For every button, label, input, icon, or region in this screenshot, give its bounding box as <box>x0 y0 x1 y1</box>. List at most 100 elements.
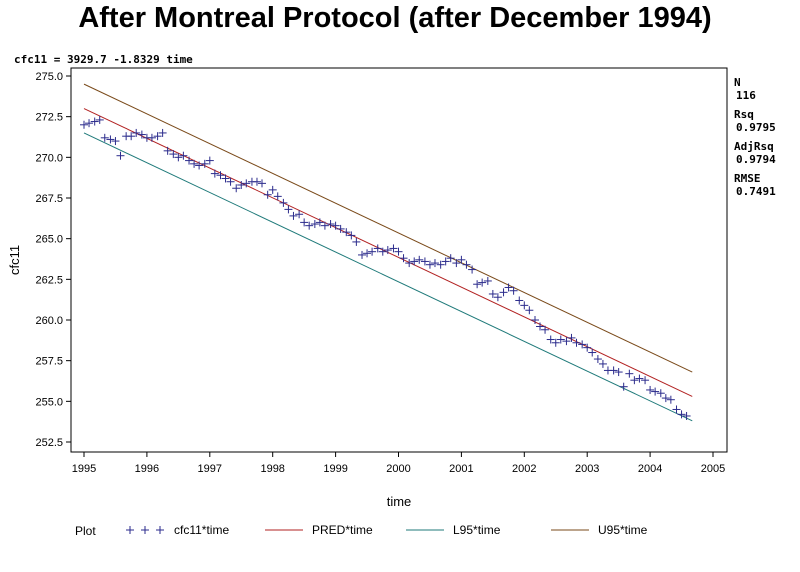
data-point <box>216 171 225 180</box>
x-tick-label: 2002 <box>512 463 536 475</box>
data-point <box>383 246 392 255</box>
data-point <box>127 132 136 141</box>
data-point <box>530 316 539 324</box>
legend-title: Plot <box>75 524 96 538</box>
y-tick-label: 265.0 <box>35 234 63 246</box>
data-point <box>80 120 88 129</box>
data-point <box>525 306 534 315</box>
data-points <box>80 115 691 420</box>
stat-rsq: Rsq 0.9795 <box>734 108 776 134</box>
data-point <box>273 192 282 201</box>
x-axis: 1995 1996 1997 1998 1999 2000 2001 2002 2003 2004… <box>72 452 725 475</box>
data-point <box>279 198 288 207</box>
data-point <box>237 180 246 189</box>
data-point <box>368 247 377 256</box>
plot-frame <box>70 67 728 453</box>
data-point <box>483 276 492 285</box>
data-point <box>635 374 644 383</box>
data-point <box>646 385 655 394</box>
data-point <box>551 338 560 347</box>
data-point <box>625 369 634 378</box>
data-point <box>373 244 382 253</box>
data-point <box>583 343 592 352</box>
y-axis-title: cfc11 <box>7 245 22 275</box>
y-tick-label: 267.5 <box>35 193 63 205</box>
data-point <box>546 335 555 344</box>
data-point <box>572 338 581 347</box>
data-point <box>609 366 618 375</box>
legend-item: PRED*time <box>265 523 373 537</box>
data-point <box>137 130 146 139</box>
data-point <box>677 410 686 419</box>
y-tick-label: 275.0 <box>35 71 63 83</box>
legend-label: cfc11*time <box>174 523 229 537</box>
data-point <box>153 132 162 141</box>
data-point <box>210 169 219 178</box>
data-point <box>242 179 251 188</box>
data-point <box>232 184 241 193</box>
data-point <box>331 221 340 230</box>
regression-equation: cfc11 = 3929.7 -1.8329 time <box>14 53 193 66</box>
data-point <box>578 340 587 349</box>
stat-value: 0.9794 <box>736 153 776 166</box>
x-tick-label: 1999 <box>323 463 347 475</box>
stat-n: N 116 <box>734 76 776 102</box>
data-point <box>147 133 156 142</box>
data-point <box>100 133 109 142</box>
data-point <box>425 260 434 269</box>
x-tick-label: 2000 <box>386 463 410 475</box>
l95-line <box>83 132 693 422</box>
data-point <box>473 280 482 289</box>
x-tick-label: 2001 <box>449 463 473 475</box>
data-point <box>352 237 361 246</box>
data-point <box>320 221 329 230</box>
stat-rmse: RMSE 0.7491 <box>734 172 776 198</box>
data-point <box>468 265 477 274</box>
y-tick-label: 270.0 <box>35 152 63 164</box>
data-point <box>179 151 188 160</box>
x-tick-label: 2003 <box>575 463 599 475</box>
legend-label: L95*time <box>453 523 501 537</box>
stat-label: RMSE <box>734 172 761 185</box>
y-tick-label: 272.5 <box>35 112 63 124</box>
x-tick-label: 1998 <box>260 463 284 475</box>
data-point <box>163 146 172 155</box>
data-point <box>132 128 141 137</box>
data-point <box>536 322 545 331</box>
chart-title: After Montreal Protocol (after December … <box>78 2 712 34</box>
data-point <box>405 259 414 268</box>
data-point <box>499 288 508 297</box>
data-point <box>363 249 372 258</box>
data-point <box>195 161 204 170</box>
data-point <box>258 179 267 188</box>
data-point <box>509 286 518 295</box>
data-point <box>614 368 623 377</box>
data-point <box>682 411 691 420</box>
data-point <box>389 244 398 253</box>
data-point <box>289 211 298 220</box>
stat-label: AdjRsq <box>734 140 774 153</box>
data-point <box>116 151 125 160</box>
x-tick-label: 1996 <box>135 463 159 475</box>
data-point <box>556 335 565 344</box>
data-point <box>399 254 408 263</box>
x-axis-title: time <box>387 494 412 509</box>
legend-label: U95*time <box>598 523 648 537</box>
data-point <box>515 296 524 305</box>
data-point <box>504 283 513 292</box>
u95-line <box>83 83 693 373</box>
data-point <box>221 174 230 183</box>
y-tick-label: 255.0 <box>35 396 63 408</box>
data-point <box>593 355 602 364</box>
data-point <box>336 224 345 233</box>
legend-item: L95*time <box>406 523 501 537</box>
data-point <box>200 159 209 168</box>
stat-label: N <box>734 76 741 89</box>
data-point <box>436 260 445 269</box>
data-point <box>85 119 94 128</box>
data-point <box>656 389 665 398</box>
data-point <box>666 395 675 404</box>
data-point <box>630 376 639 385</box>
x-tick-label: 2004 <box>638 463 662 475</box>
